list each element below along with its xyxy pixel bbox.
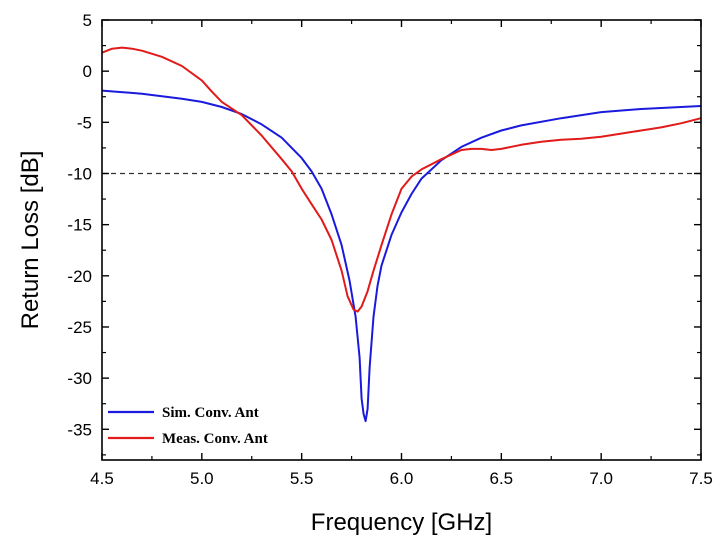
x-tick-label: 4.5 xyxy=(90,469,114,488)
legend-label-1: Meas. Conv. Ant xyxy=(162,431,268,447)
y-tick-label: -30 xyxy=(67,369,92,388)
y-axis-title: Return Loss [dB] xyxy=(17,151,44,330)
y-tick-label: 5 xyxy=(83,11,92,30)
y-tick-label: -10 xyxy=(67,164,92,183)
x-tick-label: 7.5 xyxy=(689,469,713,488)
x-tick-label: 6.0 xyxy=(390,469,414,488)
x-tick-label: 7.0 xyxy=(589,469,613,488)
x-tick-label: 5.5 xyxy=(290,469,314,488)
legend: Sim. Conv. Ant Meas. Conv. Ant xyxy=(108,405,268,447)
axes: 4.5 5.0 5.5 6.0 6.5 7.0 7.5 5 0 -5 -10 -15 -20 -25 -30… xyxy=(67,11,712,488)
series-line-1 xyxy=(101,46,702,313)
series-line-0 xyxy=(101,89,702,423)
x-axis-title: Frequency [GHz] xyxy=(311,509,492,536)
y-tick-label: -35 xyxy=(67,420,92,439)
x-tick-label: 6.5 xyxy=(490,469,514,488)
y-tick-label: -15 xyxy=(67,216,92,235)
plot-frame xyxy=(101,19,702,461)
x-tick-label: 5.0 xyxy=(190,469,214,488)
y-tick-label: -20 xyxy=(67,267,92,286)
legend-label-0: Sim. Conv. Ant xyxy=(162,405,259,421)
plot-area xyxy=(101,46,702,423)
y-tick-label: 0 xyxy=(83,62,92,81)
y-tick-label: -5 xyxy=(77,113,92,132)
y-tick-label: -25 xyxy=(67,318,92,337)
